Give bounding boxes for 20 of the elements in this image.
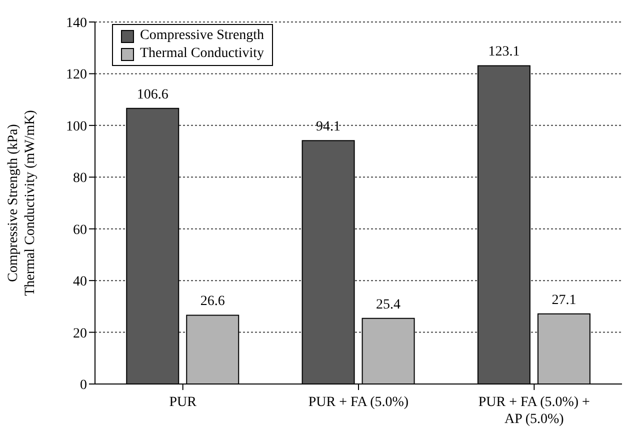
data-label: 26.6 (200, 294, 225, 310)
data-label: 106.6 (136, 87, 168, 102)
y-tick-label: 120 (66, 68, 87, 83)
legend-label: Compressive Strength (140, 27, 264, 45)
y-tick-label: 40 (73, 274, 87, 290)
data-label: 94.1 (316, 120, 341, 135)
y-tick-label: 100 (66, 119, 87, 134)
x-tick-label: PUR (169, 395, 198, 410)
x-tick-label: PUR + FA (5.0%) + AP (5.0%) (478, 395, 590, 427)
data-label: 25.4 (376, 297, 401, 312)
x-tick-label: PUR + FA (5.0%) (308, 395, 409, 410)
y-tick-label: 20 (73, 326, 87, 342)
y-tick-label: 140 (66, 16, 87, 31)
y-tick-label: 80 (73, 171, 87, 186)
legend-label: Thermal Conductivity (140, 45, 264, 63)
y-axis-title: Compressive Strength (kPa) Thermal Conductivity (mW/mK) (6, 110, 38, 296)
y-tick-label: 0 (80, 378, 87, 393)
data-label: 123.1 (488, 44, 520, 60)
y-tick-label: 60 (73, 222, 87, 238)
data-label: 27.1 (552, 292, 576, 308)
